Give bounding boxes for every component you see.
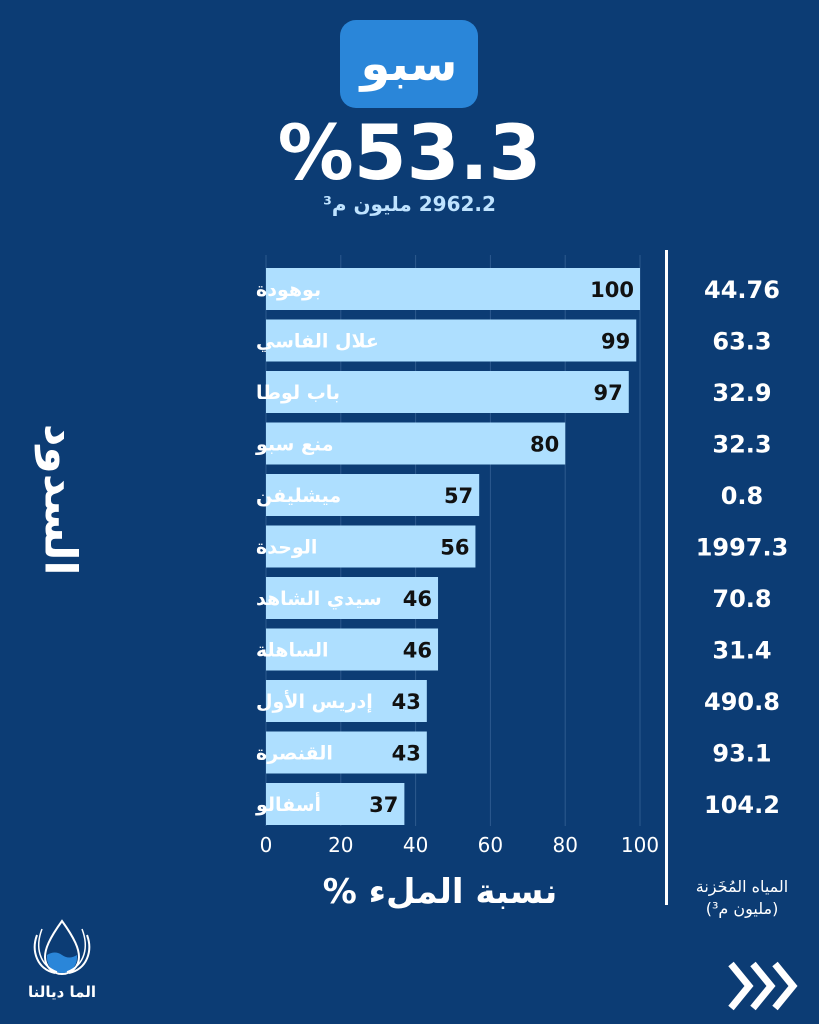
storage-label-line2: (مليون م³)	[705, 899, 779, 918]
dam-name-label: أسفالو	[255, 792, 321, 816]
dam-name-label: الساهلة	[256, 640, 329, 662]
bar-value-label: 43	[392, 690, 421, 714]
x-tick-label: 60	[478, 833, 503, 857]
bar	[266, 628, 439, 671]
x-axis-label: نسبة الملء %	[322, 872, 558, 912]
bar	[266, 731, 427, 774]
x-tick-label: 80	[552, 833, 577, 857]
storage-column-label: المياه المُخَزنة (مليون م³)	[672, 876, 812, 920]
bar-value-label: 57	[444, 484, 473, 508]
storage-value: 32.3	[712, 431, 771, 459]
storage-value: 0.8	[721, 482, 764, 510]
bar-value-label: 80	[530, 433, 559, 457]
x-tick-label: 0	[260, 833, 273, 857]
bar	[266, 474, 480, 516]
dam-name-label: علال الفاسي	[256, 331, 379, 353]
dam-name-label: باب لوطا	[256, 382, 340, 404]
bar	[266, 577, 439, 619]
water-drop-hands-icon	[33, 919, 91, 975]
storage-value: 490.8	[704, 688, 780, 716]
next-arrows-icon[interactable]	[725, 958, 805, 1014]
bar	[266, 422, 566, 465]
bar	[266, 319, 637, 362]
bar	[266, 268, 640, 310]
bar-value-label: 46	[403, 587, 432, 611]
storage-value: 44.76	[704, 276, 780, 304]
dam-name-label: ميشليفن	[256, 485, 341, 507]
fill-percentage: %53.3	[277, 108, 542, 197]
x-tick-label: 20	[328, 833, 353, 857]
bar-value-label: 37	[369, 793, 398, 817]
storage-value: 63.3	[712, 328, 771, 356]
dam-name-label: منع سبو	[255, 434, 333, 456]
bar	[266, 525, 476, 568]
divider	[665, 250, 668, 905]
x-tick-label: 40	[403, 833, 428, 857]
storage-value: 31.4	[712, 637, 771, 665]
bar-value-label: 100	[590, 278, 634, 302]
total-storage: 2962.2 مليون م³	[323, 192, 496, 216]
storage-value: 32.9	[712, 379, 771, 407]
storage-value: 104.2	[704, 791, 780, 819]
bar-value-label: 56	[440, 536, 469, 560]
dam-name-label: القنصرة	[256, 743, 333, 765]
bar-value-label: 43	[392, 742, 421, 766]
bar-value-label: 99	[601, 330, 630, 354]
bar	[266, 783, 405, 825]
dam-name-label: بوهودة	[256, 279, 321, 301]
dam-name-label: الوحدة	[256, 537, 317, 559]
bar	[266, 371, 629, 413]
dam-name-label: سيدي الشاهد	[256, 588, 382, 611]
logo: الما ديالنا	[22, 915, 102, 1001]
storage-value: 70.8	[712, 585, 771, 613]
storage-label-line1: المياه المُخَزنة	[695, 877, 789, 896]
dam-name-label: إدريس الأول	[256, 690, 373, 713]
storage-value: 1997.3	[696, 534, 789, 562]
storage-value: 93.1	[712, 740, 771, 768]
bar-value-label: 46	[403, 639, 432, 663]
logo-text: الما ديالنا	[27, 983, 97, 1001]
bar	[266, 680, 427, 722]
dam-name-badge: سبو	[340, 20, 478, 108]
x-tick-label: 100	[621, 833, 659, 857]
bar-value-label: 97	[594, 381, 623, 405]
